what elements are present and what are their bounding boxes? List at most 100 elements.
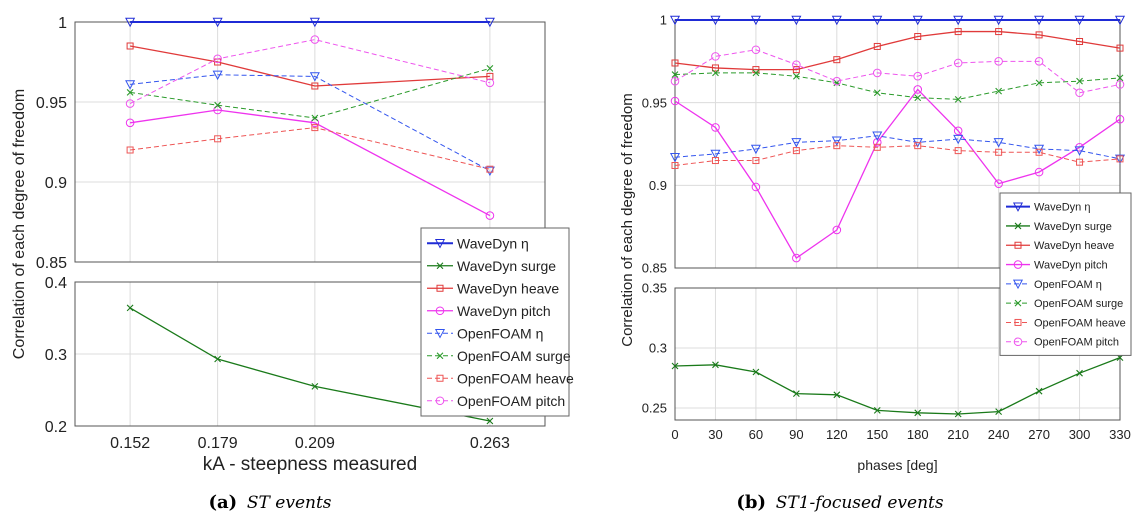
chart-a-data-point xyxy=(125,99,135,108)
chart-a-data-point xyxy=(212,70,223,81)
chart-b-data-point xyxy=(993,138,1004,148)
chart-a-legend-label: OpenFOAM surge xyxy=(457,348,571,364)
chart-a-data-point xyxy=(485,211,495,220)
chart-b-data-point xyxy=(833,391,841,399)
chart-b-data-point xyxy=(994,57,1003,66)
caption-a: (a) ST events xyxy=(208,492,331,513)
chart-b-series-line xyxy=(674,135,1121,160)
chart-b-legend-marker xyxy=(1012,279,1024,290)
caption-b-text: ST1-focused events xyxy=(776,493,944,513)
chart-b-series-line xyxy=(674,72,1121,100)
chart-b-data-point xyxy=(832,76,842,86)
chart-b-data-point xyxy=(711,123,720,132)
chart-b-data-point xyxy=(913,85,923,94)
chart-a-ytick-label: 0.95 xyxy=(36,95,67,112)
chart-b-xtick-label: 90 xyxy=(789,427,803,442)
chart-a-series-line xyxy=(130,67,491,119)
chart-b-data-point xyxy=(792,253,801,263)
chart-a-data-point xyxy=(311,114,319,122)
chart-b-data-point xyxy=(873,143,881,151)
chart-b-legend-marker xyxy=(1014,222,1022,230)
chart-b-data-point xyxy=(873,407,881,414)
chart-a-series-line xyxy=(130,74,491,172)
chart-b-data-point xyxy=(995,28,1003,36)
chart-b-data-point xyxy=(1114,154,1126,165)
chart-b-data-point xyxy=(792,66,800,74)
chart-b-data-point xyxy=(872,138,882,147)
chart-b-data-point xyxy=(1034,167,1044,177)
chart-b-legend-box xyxy=(999,192,1132,356)
chart-b-data-point xyxy=(1115,114,1125,124)
chart-b-data-point xyxy=(711,157,719,165)
chart-b-data-point xyxy=(914,142,922,150)
chart-b-xtick-label: 210 xyxy=(947,427,969,442)
chart-b-data-point xyxy=(792,60,801,69)
chart-a-data-point xyxy=(125,118,135,128)
chart-b-ytick-label: 0.35 xyxy=(642,281,667,296)
chart-b-data-point xyxy=(712,69,719,77)
chart-b-data-point xyxy=(914,94,922,102)
chart-b-xtick-label: 120 xyxy=(826,427,848,442)
chart-a-data-point xyxy=(310,35,320,44)
chart-a-data-point xyxy=(311,82,319,90)
chart-b-ytick-label: 0.25 xyxy=(642,401,667,416)
chart-b-data-point xyxy=(711,52,720,61)
chart-b-xtick-label: 300 xyxy=(1069,427,1091,442)
caption-a-text: ST events xyxy=(247,493,332,513)
chart-a-legend-box xyxy=(420,227,570,417)
chart-b-data-point xyxy=(750,144,761,155)
chart-b-data-point xyxy=(669,15,681,26)
chart-a-legend-marker xyxy=(436,352,444,360)
chart-b-data-point xyxy=(1115,80,1125,89)
chart-b-data-point xyxy=(954,95,962,103)
chart-a-ytick-label: 0.2 xyxy=(45,419,67,436)
chart-a-series-line xyxy=(129,307,491,422)
chart-b-data-point xyxy=(1034,57,1044,66)
chart-a-data-point xyxy=(214,355,222,363)
chart-a-data-point xyxy=(484,166,495,177)
chart-a-ytick-label: 0.9 xyxy=(45,175,67,192)
chart-a-legend-label: WaveDyn pitch xyxy=(457,303,551,319)
chart-b-data-point xyxy=(953,134,964,145)
chart-a-data-point xyxy=(486,65,494,72)
chart-b-data-point xyxy=(953,58,963,68)
chart-b-data-point xyxy=(832,225,842,235)
chart-b-ylabel: Correlation of each degree of freedom xyxy=(619,93,636,346)
chart-b-data-point xyxy=(954,147,962,155)
chart-b-data-point xyxy=(872,15,883,26)
chart-b-data-point xyxy=(833,142,841,150)
chart-b-data-point xyxy=(750,15,761,26)
chart-b-data-point xyxy=(1035,31,1043,39)
chart-b-data-point xyxy=(913,71,923,81)
chart-b-ytick-label: 0.85 xyxy=(642,261,667,276)
chart-b-legend-label: OpenFOAM pitch xyxy=(1034,337,1119,349)
chart-b-legend-label: WaveDyn pitch xyxy=(1034,260,1108,272)
chart-b-data-point xyxy=(833,56,841,64)
chart-b-data-point xyxy=(1076,37,1084,45)
chart-b-data-point xyxy=(792,390,800,397)
chart-b-data-point xyxy=(995,87,1003,95)
chart-a-data-point xyxy=(213,54,222,64)
chart-b-data-point xyxy=(912,15,923,26)
chart-a-legend-marker xyxy=(436,374,444,382)
chart-a-ytick-label: 0.4 xyxy=(45,275,67,292)
chart-b-data-point xyxy=(670,96,680,106)
chart-b-series-line xyxy=(674,356,1121,415)
chart-a-data-point xyxy=(125,17,136,28)
chart-b-data-point xyxy=(1074,146,1085,156)
chart-b-data-point xyxy=(872,131,883,141)
chart-b-data-point xyxy=(1076,369,1083,377)
chart-a-ytick-label: 0.3 xyxy=(45,347,67,364)
chart-b-xtick-label: 240 xyxy=(988,427,1010,442)
chart-a-xtick-label: 0.179 xyxy=(198,435,238,452)
chart-b-data-point xyxy=(752,157,760,165)
chart-a-xtick-label: 0.209 xyxy=(295,435,335,452)
chart-b-data-point xyxy=(831,136,842,146)
chart-a-data-point xyxy=(485,78,495,88)
chart-b-data-point xyxy=(671,59,679,67)
chart-b-legend-label: OpenFOAM surge xyxy=(1034,298,1123,310)
chart-b-data-point xyxy=(1075,88,1084,98)
chart-a-legend-marker xyxy=(436,262,444,270)
chart-b-series-line xyxy=(674,49,1121,94)
